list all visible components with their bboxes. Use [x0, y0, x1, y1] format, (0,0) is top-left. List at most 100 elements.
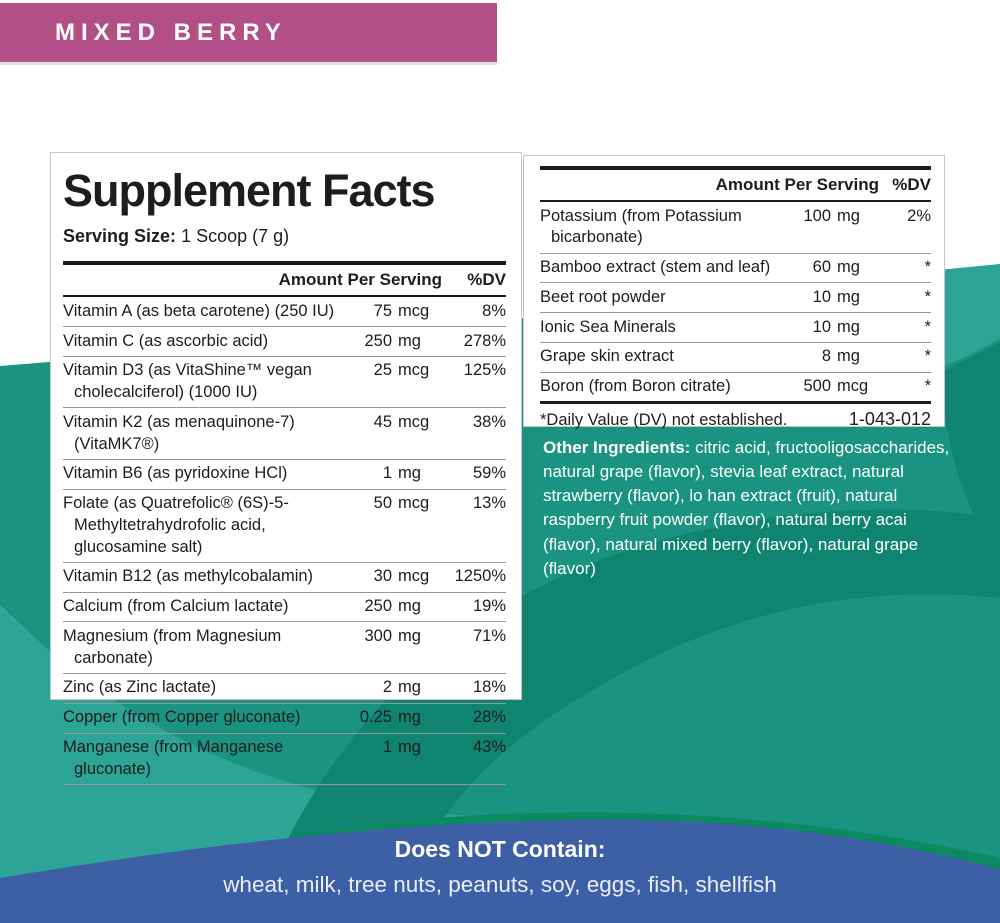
- nutrient-unit: mg: [398, 464, 421, 483]
- does-not-contain-items: wheat, milk, tree nuts, peanuts, soy, eg…: [223, 872, 777, 897]
- serving-size-line: Serving Size: 1 Scoop (7 g): [63, 226, 506, 247]
- nutrient-unit: mg: [837, 347, 860, 366]
- nutrient-name: Vitamin B6 (as pyridoxine HCl): [63, 464, 288, 483]
- nutrient-name: Bamboo extract (stem and leaf): [540, 258, 771, 277]
- table-row: Manganese (from Manganese gluconate) 1 m…: [63, 734, 506, 786]
- nutrient-unit: mg: [837, 258, 860, 277]
- nutrient-dv: 1250%: [454, 567, 506, 586]
- nutrient-amount: 75: [373, 301, 392, 320]
- nutrient-unit: mg: [837, 206, 860, 225]
- nutrient-dv: *: [924, 377, 931, 396]
- dv-column-header: %DV: [467, 270, 506, 290]
- nutrient-name: Beet root powder: [540, 287, 666, 306]
- nutrient-name: Potassium (from Potassium bicarbonate): [540, 206, 742, 247]
- supplement-facts-panel-right: Amount Per Serving %DV Potassium (from P…: [523, 155, 945, 430]
- nutrient-name: Magnesium (from Magnesium carbonate): [63, 626, 282, 667]
- nutrient-name: Calcium (from Calcium lactate): [63, 597, 289, 616]
- nutrient-dv: *: [924, 258, 931, 277]
- nutrient-amount: 2: [382, 678, 392, 697]
- nutrient-unit: mg: [398, 708, 421, 727]
- nutrient-name: Folate (as Quatrefolic® (6S)-5-Methyltet…: [63, 494, 289, 556]
- nutrient-name: Vitamin A (as beta carotene) (250 IU): [63, 301, 335, 320]
- left-facts-table: Vitamin A (as beta carotene) (250 IU) 75…: [63, 297, 506, 786]
- table-row: Vitamin B12 (as methylcobalamin) 30 mcg …: [63, 563, 506, 593]
- nutrient-name: Copper (from Copper gluconate): [63, 708, 301, 727]
- nutrient-amount: 250: [364, 331, 392, 350]
- nutrient-unit: mg: [837, 317, 860, 336]
- table-row: Grape skin extract 8 mg *: [540, 343, 931, 373]
- nutrient-dv: *: [924, 317, 931, 336]
- flavor-name: MIXED BERRY: [55, 18, 287, 46]
- nutrient-dv: 18%: [472, 678, 506, 697]
- table-footer: *Daily Value (DV) not established. 1-043…: [540, 401, 931, 430]
- flavor-banner: MIXED BERRY: [0, 3, 497, 62]
- table-row: Vitamin D3 (as VitaShine™ vegan cholecal…: [63, 357, 506, 409]
- supplement-facts-title: Supplement Facts: [63, 165, 436, 216]
- table-row: Vitamin A (as beta carotene) (250 IU) 75…: [63, 297, 506, 328]
- light-teal-corner-wedge: [936, 264, 1000, 368]
- nutrient-amount: 10: [812, 287, 831, 306]
- other-ingredients-text: citric acid, fructooligosaccharides, nat…: [543, 438, 950, 578]
- nutrient-dv: 8%: [482, 301, 506, 320]
- nutrient-unit: mg: [398, 678, 421, 697]
- table-row: Ionic Sea Minerals 10 mg *: [540, 313, 931, 343]
- amount-column-header: Amount Per Serving: [278, 270, 442, 290]
- nutrient-name: Vitamin C (as ascorbic acid): [63, 331, 269, 350]
- nutrient-dv: *: [924, 287, 931, 306]
- nutrient-name: Vitamin B12 (as methylcobalamin): [63, 567, 314, 586]
- right-table-header: Amount Per Serving %DV: [540, 166, 931, 202]
- table-row: Magnesium (from Magnesium carbonate) 300…: [63, 622, 506, 674]
- nutrient-name: Manganese (from Manganese gluconate): [63, 738, 284, 778]
- table-row: Vitamin C (as ascorbic acid) 250 mg 278%: [63, 327, 506, 357]
- nutrient-unit: mg: [837, 287, 860, 306]
- nutrient-dv: 278%: [463, 331, 506, 350]
- table-row: Copper (from Copper gluconate) 0.25 mg 2…: [63, 704, 506, 734]
- dv-footnote: *Daily Value (DV) not established.: [540, 411, 788, 430]
- dark-teal-corner-wedge: [938, 342, 1000, 550]
- serving-size-value: 1 Scoop (7 g): [181, 226, 290, 247]
- nutrient-amount: 30: [373, 567, 392, 586]
- other-ingredients-label: Other Ingredients:: [543, 438, 691, 457]
- does-not-contain: Does NOT Contain: wheat, milk, tree nuts…: [0, 836, 1000, 898]
- table-row: Beet root powder 10 mg *: [540, 283, 931, 314]
- nutrient-amount: 1: [382, 464, 392, 483]
- nutrient-unit: mcg: [398, 301, 430, 320]
- table-row: Boron (from Boron citrate) 500 mcg *: [540, 373, 931, 402]
- nutrient-amount: 250: [364, 597, 392, 616]
- other-ingredients: Other Ingredients: citric acid, fructool…: [543, 436, 955, 581]
- table-row: Vitamin K2 (as menaquinone-7) (VitaMK7®)…: [63, 408, 506, 460]
- nutrient-name: Vitamin D3 (as VitaShine™ vegan cholecal…: [63, 361, 312, 402]
- nutrient-dv: 43%: [472, 738, 506, 756]
- nutrient-name: Zinc (as Zinc lactate): [63, 678, 217, 697]
- nutrient-amount: 8: [821, 347, 831, 366]
- nutrient-name: Ionic Sea Minerals: [540, 317, 676, 336]
- nutrient-amount: 100: [803, 206, 831, 225]
- table-row: Zinc (as Zinc lactate) 2 mg 18%: [63, 674, 506, 704]
- nutrient-unit: mcg: [398, 412, 430, 431]
- dv-column-header: %DV: [892, 175, 931, 194]
- nutrient-amount: 1: [382, 738, 392, 756]
- nutrient-unit: mg: [398, 626, 421, 645]
- nutrient-name: Vitamin K2 (as menaquinone-7) (VitaMK7®): [63, 412, 295, 453]
- nutrient-amount: 50: [373, 494, 392, 513]
- table-row: Folate (as Quatrefolic® (6S)-5-Methyltet…: [63, 490, 506, 563]
- nutrient-dv: 71%: [472, 626, 506, 645]
- nutrient-unit: mg: [398, 597, 421, 616]
- does-not-contain-heading: Does NOT Contain:: [394, 836, 606, 862]
- nutrient-unit: mg: [398, 331, 421, 350]
- nutrient-unit: mg: [398, 738, 421, 756]
- blue-band: [0, 819, 1000, 923]
- right-facts-table: Potassium (from Potassium bicarbonate) 1…: [540, 202, 931, 401]
- nutrient-amount: 45: [373, 412, 392, 431]
- nutrient-dv: 2%: [907, 206, 931, 225]
- nutrient-dv: 125%: [463, 361, 506, 380]
- table-row: Calcium (from Calcium lactate) 250 mg 19…: [63, 593, 506, 623]
- nutrient-dv: 59%: [472, 464, 506, 483]
- nutrient-unit: mcg: [398, 361, 430, 380]
- left-table-header: Amount Per Serving %DV: [63, 261, 506, 298]
- nutrient-unit: mcg: [398, 494, 430, 513]
- nutrient-dv: 38%: [472, 412, 506, 431]
- supplement-facts-panel-left: Supplement Facts Serving Size: 1 Scoop (…: [50, 152, 522, 786]
- amount-column-header: Amount Per Serving: [715, 175, 879, 194]
